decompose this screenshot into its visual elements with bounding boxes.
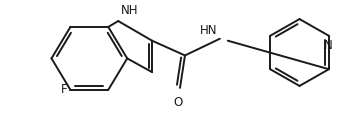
Text: N: N	[324, 39, 332, 52]
Text: NH: NH	[121, 4, 139, 17]
Text: O: O	[173, 96, 183, 109]
Text: HN: HN	[200, 24, 218, 37]
Text: F: F	[61, 83, 67, 96]
